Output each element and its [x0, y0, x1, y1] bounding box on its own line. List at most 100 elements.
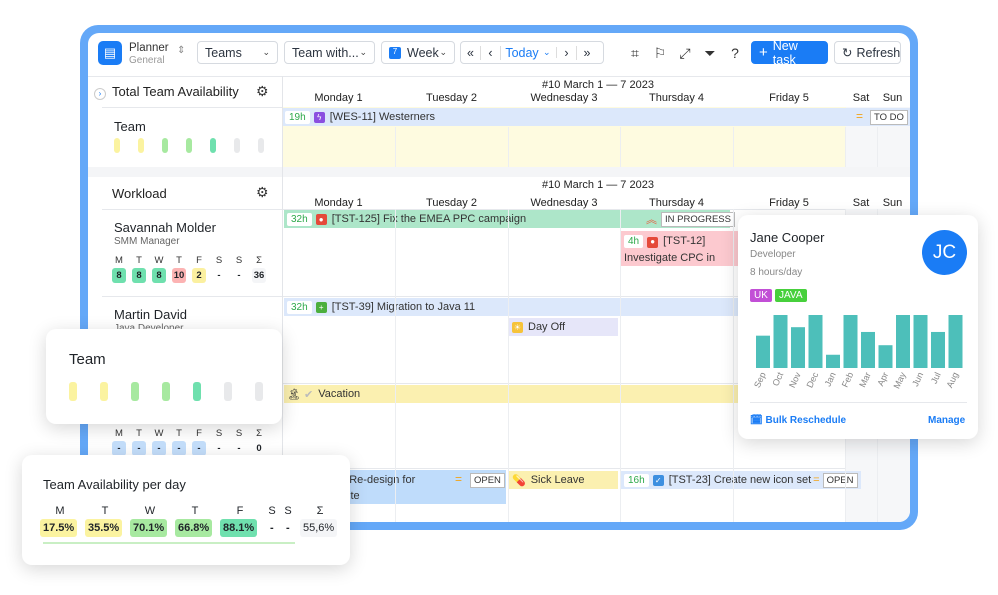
chevron-right-icon[interactable]: › — [557, 45, 577, 60]
task-label: Sick Leave — [530, 474, 585, 486]
day-header: Wednesday 3 — [530, 197, 598, 209]
manage-link[interactable]: Manage — [928, 415, 966, 426]
day-letter: S — [215, 428, 223, 439]
day-header: Wednesday 3 — [530, 92, 598, 104]
double-chevron-right-icon[interactable]: » — [583, 45, 591, 60]
today-button[interactable]: Today — [505, 45, 539, 60]
view-select-label: Week — [407, 45, 439, 60]
chart-tick-label: Jul — [929, 371, 943, 386]
day-letter: Σ — [256, 428, 262, 439]
chevron-down-icon: ⌄ — [439, 47, 447, 57]
day-header: Sat — [852, 197, 870, 209]
day-letter: T — [101, 505, 109, 517]
day-letter: T — [136, 255, 142, 266]
chevron-down-icon: ⌄ — [262, 47, 270, 57]
task-bar-tst-12[interactable]: 4h●[TST-12] Investigate CPC in February — [621, 231, 741, 266]
day-hours: 8 — [152, 268, 166, 283]
task-label: Vacation — [318, 388, 361, 400]
person-role: Java Developer — [114, 323, 183, 334]
scan-icon[interactable]: ⌗ — [631, 45, 639, 61]
help-icon[interactable]: ? — [731, 45, 739, 61]
day-hours: 10 — [172, 268, 186, 283]
chart-tick-label: Feb — [840, 371, 856, 389]
day-hours: 36 — [252, 268, 266, 283]
chart-tick-label: Jun — [910, 371, 925, 388]
view-select[interactable]: 7 Week ⌄ — [381, 41, 455, 64]
refresh-icon: ↻ — [842, 46, 853, 60]
profile-name: Jane Cooper — [750, 230, 825, 245]
day-header: Friday 5 — [769, 197, 809, 209]
chevron-left-icon[interactable]: ‹ — [481, 45, 501, 60]
chevron-down-icon[interactable]: ⌄ — [543, 47, 557, 58]
pill — [210, 138, 216, 153]
day-off-bar[interactable]: ☀ Day Off — [509, 318, 618, 336]
day-letter: Σ — [256, 255, 262, 266]
day-letter: W — [144, 505, 156, 517]
day-hours: 8 — [112, 268, 126, 283]
pill-icon: 💊 — [512, 474, 526, 487]
app-switch-icon[interactable]: ⇕ — [177, 45, 186, 56]
bulk-reschedule-link[interactable]: 🗓 Bulk Reschedule — [750, 415, 846, 426]
day-header: Tuesday 2 — [426, 92, 477, 104]
workload-title: Workload — [112, 186, 167, 201]
pill — [193, 382, 201, 401]
team-select[interactable]: Team with... ⌄ — [284, 41, 375, 64]
flag-icon[interactable]: ⚐ — [653, 45, 667, 61]
day-letter: S — [215, 255, 223, 266]
day-header: Thursday 4 — [648, 197, 705, 209]
workload-chart: Sep Oct Nov Dec Jan Feb Mar Apr May Jun Jul Aug — [752, 315, 963, 390]
filter-icon[interactable]: ⏷ — [704, 45, 716, 61]
day-letter: M — [115, 428, 123, 439]
chart-bar — [773, 315, 788, 368]
task-checkbox-icon: ✓ — [652, 474, 664, 486]
gear-icon[interactable]: ⚙ — [256, 184, 269, 200]
new-task-label: New task — [772, 38, 798, 67]
day-header: Sat — [852, 92, 870, 104]
avatar[interactable]: JC — [922, 230, 967, 275]
double-chevron-left-icon[interactable]: « — [461, 45, 481, 60]
team-card-title: Team — [69, 351, 106, 368]
day-hours: - — [172, 441, 186, 456]
day-letter: S — [235, 255, 243, 266]
team-label: Team — [114, 119, 146, 134]
day-divider — [395, 209, 396, 522]
priority-medium-icon: = — [455, 472, 463, 486]
day-letter: S — [235, 428, 243, 439]
person-role: SMM Manager — [114, 236, 180, 247]
refresh-button[interactable]: ↻ Refresh — [834, 41, 901, 64]
teams-select[interactable]: Teams ⌄ — [197, 41, 278, 64]
task-bar-wes-11[interactable]: 19h ϟ [WES-11] Westerners — [282, 108, 910, 126]
bug-icon: ● — [315, 213, 327, 225]
divider — [102, 468, 910, 469]
hours-badge: 16h — [624, 473, 649, 487]
person-name[interactable]: Savannah Molder — [114, 220, 216, 235]
app-logo-icon[interactable]: ▤ — [98, 41, 122, 65]
status-badge: OPEN — [470, 473, 505, 488]
task-bar-tst-23[interactable]: 16h ✓ [TST-23] Create new icon set = OPE… — [621, 471, 861, 489]
new-task-button[interactable]: + New task — [751, 38, 828, 67]
availability-title: Total Team Availability — [112, 84, 239, 99]
chevron-down-icon: ⌄ — [359, 47, 367, 57]
calendar-icon: 7 — [389, 46, 401, 59]
divider — [750, 402, 967, 403]
day-letter: T — [191, 505, 199, 517]
priority-medium-icon: = — [813, 474, 820, 486]
hours-badge: 19h — [285, 110, 310, 124]
hours-badge: 4h — [624, 235, 644, 248]
chart-tick-label: Nov — [787, 370, 803, 389]
week-label: #10 March 1 — 7 2023 — [542, 179, 654, 191]
status-badge: IN PROGRESS — [661, 212, 735, 227]
chart-bar — [756, 335, 770, 368]
gear-icon[interactable]: ⚙ — [256, 83, 269, 99]
person-name[interactable]: Martin David — [114, 307, 187, 322]
hours-badge: 32h — [287, 212, 312, 226]
day-letter: T — [176, 255, 182, 266]
day-header: Sun — [882, 92, 903, 104]
team-availability-pills — [114, 138, 264, 153]
app-title[interactable]: Planner — [129, 42, 169, 54]
day-hours: 2 — [192, 268, 206, 283]
collapse-toggle[interactable]: › — [94, 88, 106, 100]
profile-hours: 8 hours/day — [750, 267, 803, 278]
expand-icon[interactable]: ⤢ — [679, 45, 691, 61]
sick-leave-bar[interactable]: 💊 Sick Leave — [509, 471, 618, 489]
